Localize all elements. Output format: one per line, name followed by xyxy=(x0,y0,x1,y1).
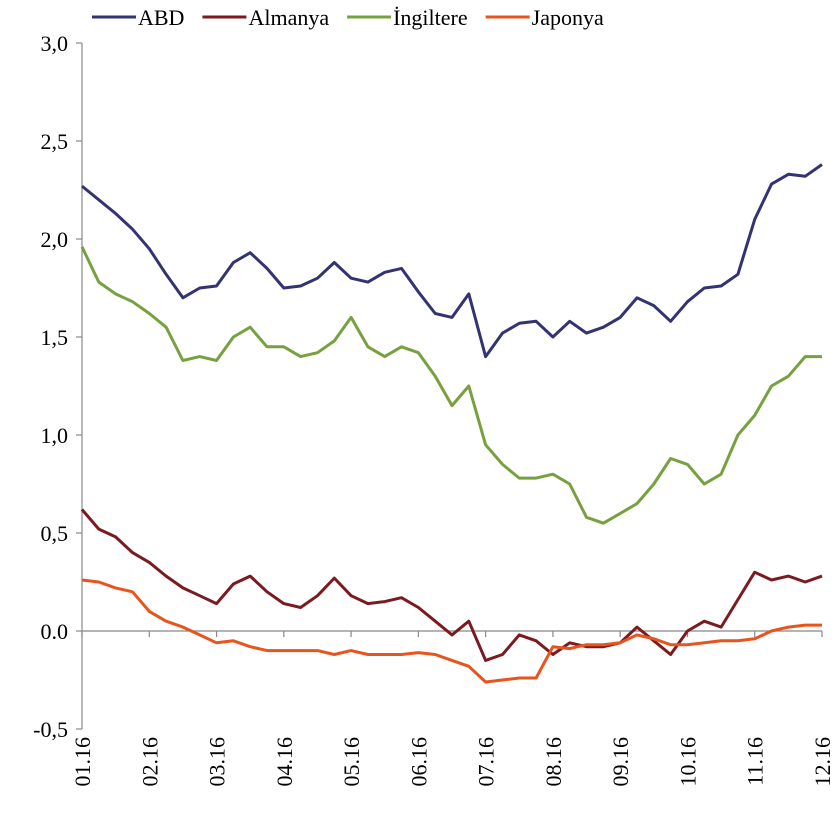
x-tick-label: 01.16 xyxy=(70,737,95,787)
y-tick-label: 2,0 xyxy=(41,227,69,252)
x-tick-label: 10.16 xyxy=(675,737,700,787)
y-tick-label: 3,0 xyxy=(41,31,69,56)
y-tick-label: 0,5 xyxy=(41,521,69,546)
x-tick-label: 03.16 xyxy=(205,737,230,787)
x-tick-label: 11.16 xyxy=(743,737,768,786)
x-tick-label: 09.16 xyxy=(608,737,633,787)
y-tick-label: 1,0 xyxy=(41,423,69,448)
legend-label: ABD xyxy=(138,5,184,30)
series-line xyxy=(80,246,822,525)
y-tick-label: 2,5 xyxy=(41,129,69,154)
series-line xyxy=(81,163,823,359)
legend-label: İngiltere xyxy=(393,5,468,30)
legend-label: Japonya xyxy=(532,5,604,30)
series-line xyxy=(80,508,823,662)
x-tick-label: 06.16 xyxy=(406,737,431,787)
y-tick-label: 0.0 xyxy=(41,619,69,644)
y-tick-label: 1,5 xyxy=(41,325,69,350)
x-tick-label: 04.16 xyxy=(272,737,297,787)
x-tick-label: 05.16 xyxy=(339,737,364,787)
x-tick-label: 07.16 xyxy=(474,737,499,787)
series-line xyxy=(81,578,822,684)
x-tick-label: 08.16 xyxy=(541,737,566,787)
y-tick-label: -0,5 xyxy=(33,717,68,742)
x-tick-label: 02.16 xyxy=(137,737,162,787)
x-tick-label: 12.16 xyxy=(810,737,835,787)
legend-label: Almanya xyxy=(248,5,329,30)
